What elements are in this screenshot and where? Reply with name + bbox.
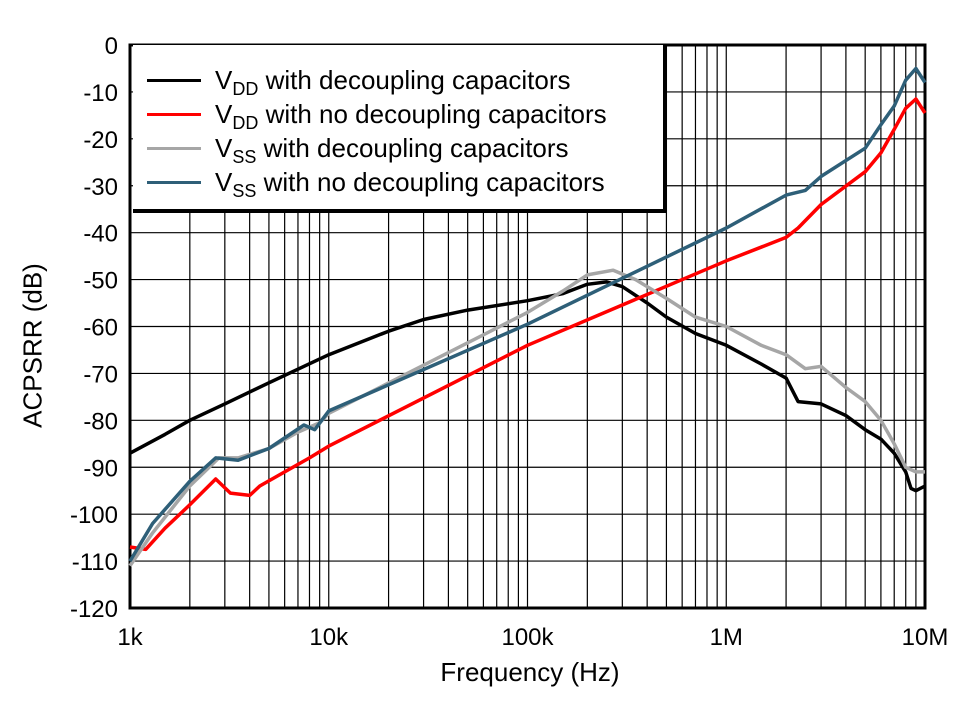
y-tick-label: -40	[83, 221, 118, 248]
legend-swatch	[147, 78, 201, 82]
legend-item: VDD with no decoupling capacitors	[147, 97, 607, 133]
y-tick-label: -100	[70, 502, 118, 529]
legend-swatch	[147, 180, 201, 184]
series-lines	[128, 66, 927, 567]
y-tick-label: -30	[83, 174, 118, 201]
x-tick-label: 100k	[501, 624, 554, 651]
y-tick-label: -80	[83, 408, 118, 435]
y-tick-label: -110	[72, 549, 118, 576]
legend-item: VSS with decoupling capacitors	[147, 131, 569, 167]
y-tick-label: -20	[83, 127, 118, 154]
y-tick-label: 0	[105, 33, 118, 60]
legend-item: VSS with no decoupling capacitors	[147, 165, 605, 201]
legend-swatch	[147, 146, 201, 150]
legend-label: VDD with decoupling capacitors	[215, 64, 571, 99]
x-axis-title: Frequency (Hz)	[440, 657, 620, 687]
legend-label: VSS with no decoupling capacitors	[215, 166, 605, 201]
y-tick-label: -50	[83, 268, 118, 295]
legend-label: VSS with decoupling capacitors	[215, 132, 569, 167]
x-tick-label: 1k	[117, 624, 143, 651]
y-axis-title: ACPSRR (dB)	[17, 263, 48, 428]
y-tick-label: -90	[83, 455, 118, 482]
tick-labels: 0 -10 -20 -30 -40 -50 -60 -70 -80 -90 -100 -110 -120…	[70, 33, 948, 651]
x-tick-label: 1M	[710, 624, 743, 651]
legend-swatch	[147, 112, 201, 116]
y-tick-label: -60	[83, 315, 118, 342]
series-line	[128, 66, 927, 563]
series-line	[129, 280, 926, 493]
y-tick-label: -10	[83, 80, 118, 107]
x-tick-label: 10k	[309, 624, 349, 651]
x-tick-label: 10M	[902, 624, 949, 651]
legend-item: VDD with decoupling capacitors	[147, 63, 571, 99]
legend-label: VDD with no decoupling capacitors	[215, 98, 607, 133]
series-line	[129, 97, 927, 552]
legend: VDD with decoupling capacitors VDD with …	[133, 45, 667, 213]
y-tick-label: -70	[83, 361, 118, 388]
y-tick-label: -120	[70, 596, 118, 623]
